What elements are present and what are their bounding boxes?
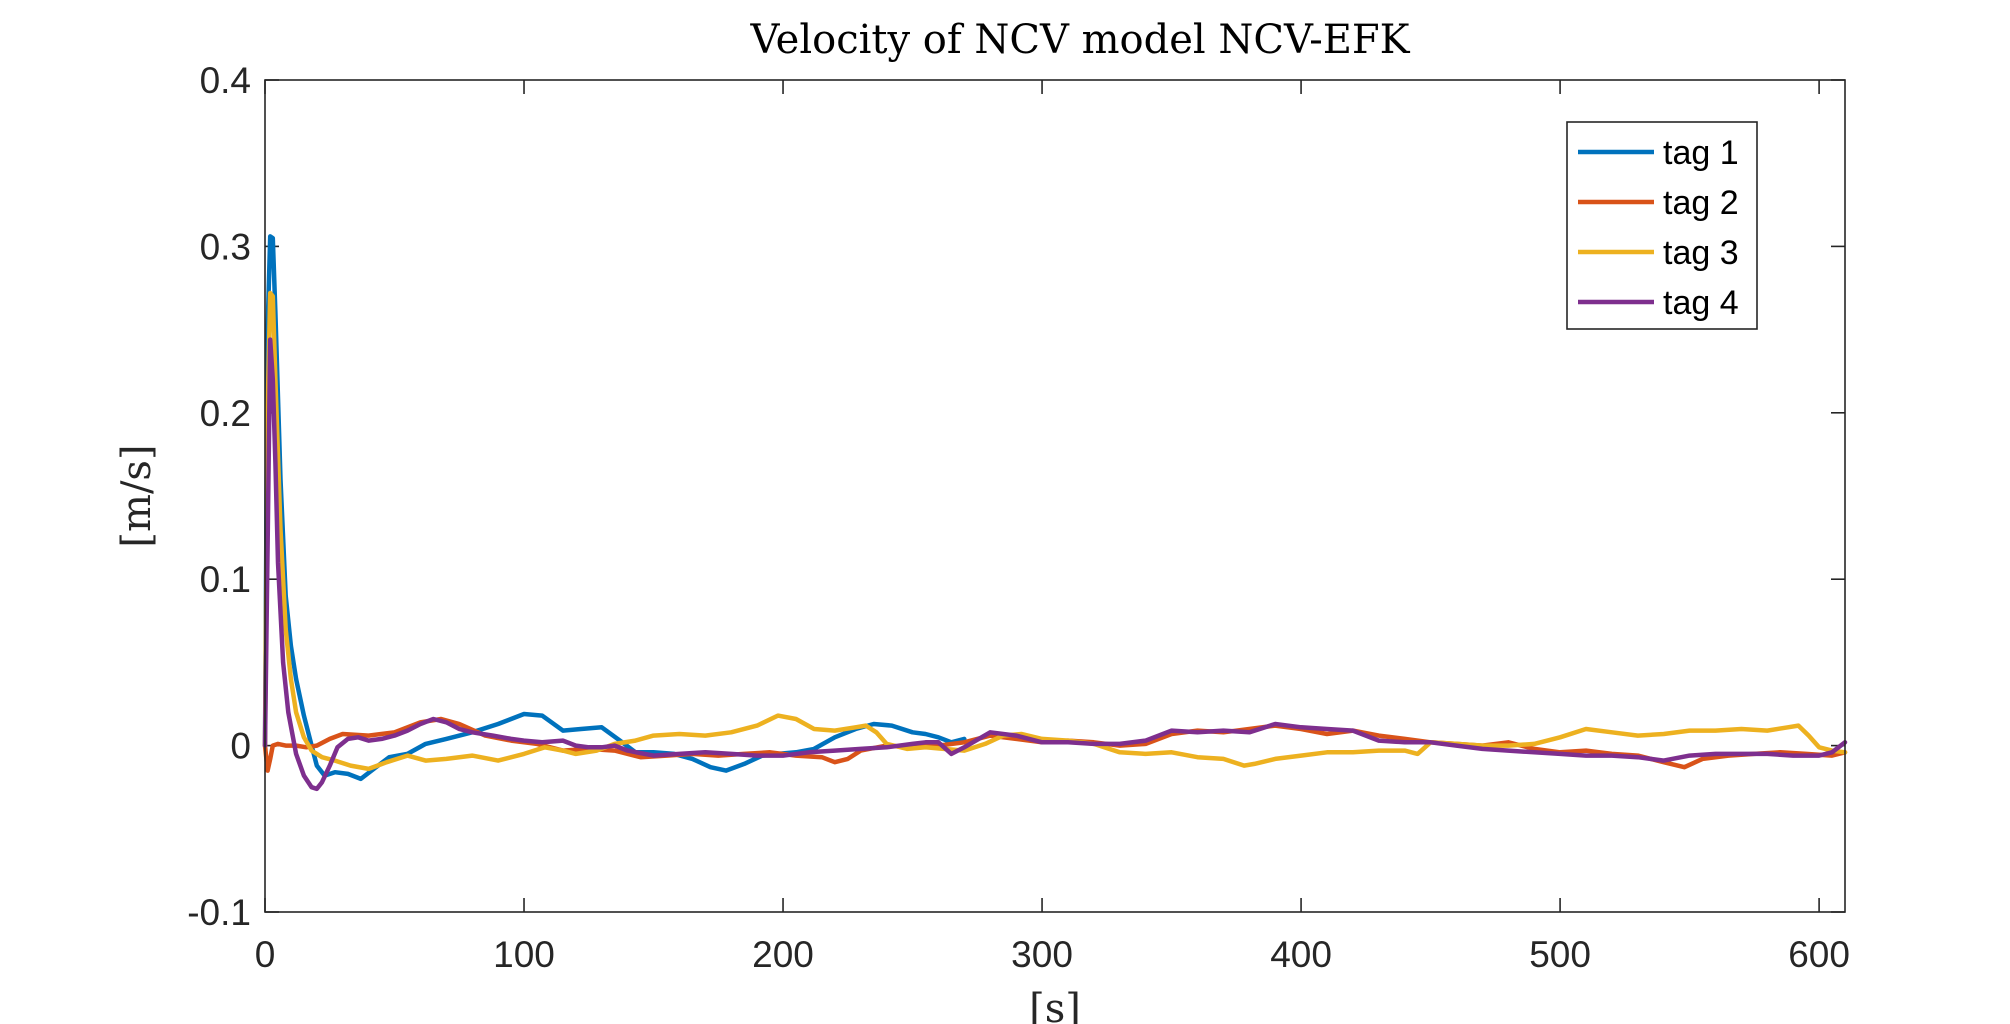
plot-frame	[264, 79, 1846, 913]
series-line-tag-1	[262, 234, 967, 782]
x-tick-label: 300	[1011, 934, 1073, 975]
legend: tag 1 tag 2 tag 3 tag 4	[1566, 121, 1758, 330]
legend-label-tag-2: tag 2	[1663, 184, 1739, 222]
y-tick-label: -0.1	[187, 892, 251, 933]
x-axis: 0 100 200 300 400 500 600	[255, 80, 1850, 975]
y-tick-label: 0.3	[200, 226, 251, 267]
y-tick-label: 0.2	[200, 393, 251, 434]
chart-title: Velocity of NCV model NCV-EFK	[749, 17, 1410, 63]
y-axis: -0.1 0 0.1 0.2 0.3 0.4	[187, 60, 1845, 933]
x-axis-label: [s]	[1029, 986, 1081, 1024]
x-tick-label: 100	[493, 934, 555, 975]
legend-box	[1566, 121, 1758, 330]
y-tick-label: 0.4	[200, 60, 251, 101]
x-tick-label: 400	[1270, 934, 1332, 975]
series-line-tag-3	[262, 290, 1848, 772]
series-lines	[262, 234, 1848, 792]
y-tick-label: 0	[230, 726, 251, 767]
x-tick-label: 600	[1788, 934, 1850, 975]
x-tick-label: 500	[1529, 934, 1591, 975]
x-tick-label: 0	[255, 934, 276, 975]
legend-items: tag 1 tag 2 tag 3 tag 4	[1578, 134, 1739, 322]
y-tick-label: 0.1	[200, 559, 251, 600]
x-tick-label: 200	[752, 934, 814, 975]
legend-label-tag-3: tag 3	[1663, 234, 1739, 272]
y-axis-label: [m/s]	[114, 444, 160, 547]
legend-label-tag-4: tag 4	[1663, 284, 1739, 322]
series-line-tag-4	[262, 337, 1848, 792]
legend-label-tag-1: tag 1	[1663, 134, 1739, 172]
